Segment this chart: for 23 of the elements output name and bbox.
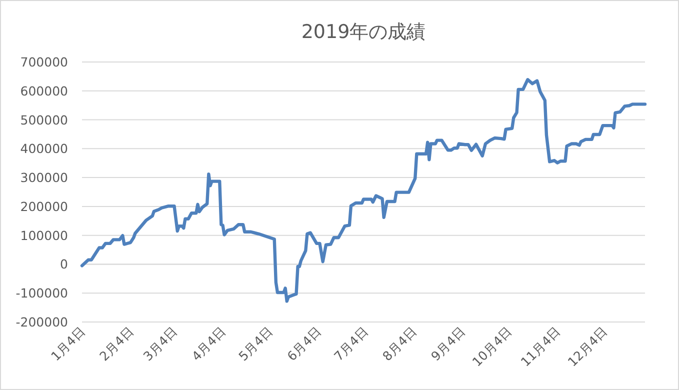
y-tick-label: 700000	[20, 54, 68, 70]
y-tick-label: -100000	[16, 286, 68, 301]
chart-title: 2019年の成績	[301, 21, 426, 43]
y-tick-label: 100000	[20, 228, 68, 243]
y-tick-label: 0	[60, 256, 68, 272]
x-tick-label: 6月4日	[284, 324, 324, 364]
x-tick-label: 9月4日	[428, 324, 468, 364]
x-tick-label: 8月4日	[379, 324, 420, 364]
x-tick-label: 2月4日	[96, 324, 137, 364]
x-tick-label: 5月4日	[236, 324, 276, 364]
x-tick-label: 4月4日	[188, 324, 229, 364]
y-tick-label: 400000	[20, 141, 68, 156]
x-tick-label: 11月4日	[518, 324, 564, 370]
x-tick-label: 3月4日	[140, 324, 180, 364]
y-tick-label: 500000	[20, 112, 68, 128]
x-tick-label: 7月4日	[330, 324, 372, 364]
y-tick-label: 200000	[20, 198, 68, 214]
x-tick-label: 12月4日	[564, 324, 610, 370]
y-tick-label: 600000	[20, 83, 68, 98]
line-series	[80, 78, 647, 303]
y-tick-label: 300000	[20, 170, 68, 186]
x-tick-label: 10月4日	[469, 324, 516, 370]
y-tick-label: -200000	[16, 314, 68, 330]
